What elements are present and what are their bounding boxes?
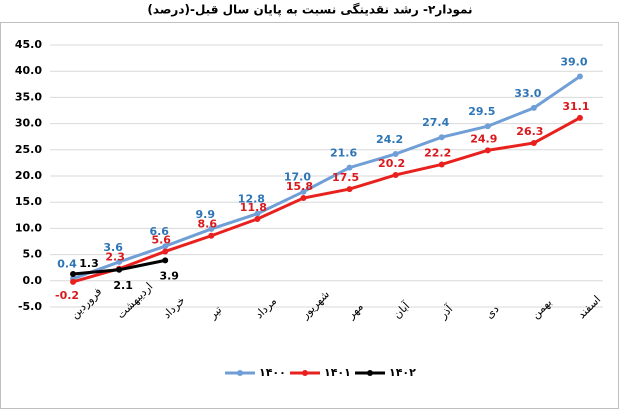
x-tick-label: آبان <box>390 298 413 321</box>
x-tick-label: شهریور <box>298 288 332 322</box>
y-tick-label: 10.0 <box>15 221 42 234</box>
data-label: 26.3 <box>516 125 543 138</box>
x-tick-label: خرداد <box>160 294 187 321</box>
data-label: 29.5 <box>468 105 495 118</box>
legend-marker <box>302 370 308 376</box>
data-point <box>438 134 445 141</box>
data-label: 2.3 <box>105 251 125 264</box>
data-point <box>530 104 537 111</box>
data-label: 27.4 <box>422 116 449 129</box>
data-point <box>392 171 399 178</box>
y-tick-label: 35.0 <box>15 90 42 103</box>
data-point <box>70 270 77 277</box>
data-label: 3.6 <box>103 241 123 254</box>
data-label: 12.8 <box>238 193 265 206</box>
chart-title: نمودار۲- رشد نقدینگی نسبت به پایان سال ق… <box>147 3 472 18</box>
data-label: 2.1 <box>113 279 133 292</box>
data-point <box>70 278 77 285</box>
data-label: 24.2 <box>376 133 403 146</box>
x-tick-label: دی <box>483 302 502 321</box>
data-point <box>530 139 537 146</box>
legend-label: ۱۴۰۱ <box>324 366 351 379</box>
data-point <box>484 147 491 154</box>
x-tick-label: مهر <box>344 300 366 322</box>
data-label: 11.8 <box>240 201 267 214</box>
data-label: 0.4 <box>57 258 77 271</box>
data-point <box>162 243 169 250</box>
data-label: 8.6 <box>198 218 218 231</box>
data-point <box>576 73 583 80</box>
data-point <box>254 215 261 222</box>
data-point <box>484 123 491 130</box>
y-tick-label: 45.0 <box>15 38 42 51</box>
y-tick-label: 0.0 <box>23 274 43 287</box>
data-label: 9.9 <box>196 208 216 221</box>
data-label: 3.9 <box>159 269 179 282</box>
data-label: -0.2 <box>55 289 79 302</box>
x-tick-label: تیر <box>206 303 225 322</box>
data-point <box>300 195 307 202</box>
data-label: 24.9 <box>470 132 497 145</box>
series-line <box>72 116 581 284</box>
data-label: 20.2 <box>378 157 405 170</box>
data-point <box>162 248 169 255</box>
data-label: 5.6 <box>151 233 171 246</box>
series-line <box>72 75 581 281</box>
data-label: 31.1 <box>562 100 589 113</box>
legend-marker <box>237 370 243 376</box>
x-tick-label: آذر <box>435 301 456 322</box>
y-tick-label: 40.0 <box>15 64 42 77</box>
data-point <box>392 150 399 157</box>
data-label: 17.0 <box>284 171 311 184</box>
data-label: 33.0 <box>514 87 541 100</box>
y-tick-label: 15.0 <box>15 195 42 208</box>
data-point <box>116 258 123 265</box>
legend-marker <box>367 370 373 376</box>
data-point <box>162 257 169 264</box>
y-tick-label: -5.0 <box>18 300 42 313</box>
y-tick-label: 25.0 <box>15 143 42 156</box>
y-tick-label: 30.0 <box>15 117 42 130</box>
data-label: 17.5 <box>332 171 359 184</box>
data-point <box>116 266 123 273</box>
data-point <box>208 225 215 232</box>
chart-border <box>0 22 619 409</box>
legend-label: ۱۴۰۰ <box>259 366 286 379</box>
y-tick-label: 5.0 <box>23 248 43 261</box>
x-tick-label: بهمن <box>529 296 554 321</box>
data-label: 22.2 <box>424 146 451 159</box>
x-tick-label: مرداد <box>252 294 279 321</box>
data-point <box>346 164 353 171</box>
data-point <box>254 210 261 217</box>
data-point <box>576 114 583 121</box>
data-point <box>346 186 353 193</box>
legend-label: ۱۴۰۲ <box>389 366 416 379</box>
y-tick-label: 20.0 <box>15 169 42 182</box>
data-label: 39.0 <box>560 55 587 68</box>
data-point <box>300 188 307 195</box>
data-point <box>208 232 215 239</box>
data-label: 6.6 <box>149 225 169 238</box>
data-label: 21.6 <box>330 147 357 160</box>
data-point <box>438 161 445 168</box>
data-label: 15.8 <box>286 180 313 193</box>
data-label: 1.3 <box>79 257 99 270</box>
